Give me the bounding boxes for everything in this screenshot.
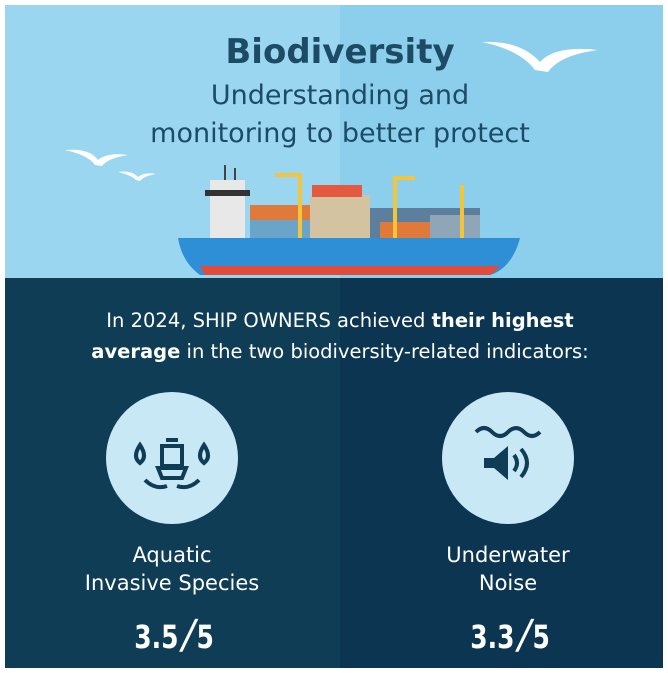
icon-circle (106, 392, 238, 524)
indicator-label: Aquatic (22, 541, 322, 569)
intro: In 2024, SHIP OWNERS achieved their high… (60, 305, 620, 367)
infographic: Biodiversity Understanding and monitorin… (0, 0, 668, 673)
indicator-label: Noise (358, 569, 658, 597)
subtitle: Understanding and (0, 80, 668, 111)
score-max: 5 (196, 618, 213, 656)
indicator-label: Invasive Species (22, 569, 322, 597)
indicator-label: Underwater (358, 541, 658, 569)
indicator-score: 3.3/5 (358, 612, 658, 658)
intro-segment: in the two biodiversity-related indicato… (180, 340, 588, 363)
score-max: 5 (532, 618, 549, 656)
title: Biodiversity (0, 32, 668, 72)
subtitle: monitoring to better protect (0, 118, 668, 149)
score-value: 3.3 (470, 618, 514, 656)
indicator-score: 3.5/5 (22, 612, 322, 658)
score-value: 3.5 (134, 618, 178, 656)
intro-segment: In 2024, SHIP OWNERS achieved (106, 309, 431, 332)
